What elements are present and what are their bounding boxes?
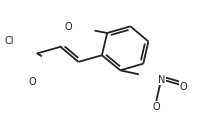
Text: O: O bbox=[180, 81, 188, 91]
Text: O: O bbox=[28, 76, 36, 86]
Text: O: O bbox=[64, 22, 72, 32]
Text: N: N bbox=[158, 75, 165, 84]
Text: Cl: Cl bbox=[5, 36, 14, 46]
Text: O: O bbox=[152, 102, 160, 111]
